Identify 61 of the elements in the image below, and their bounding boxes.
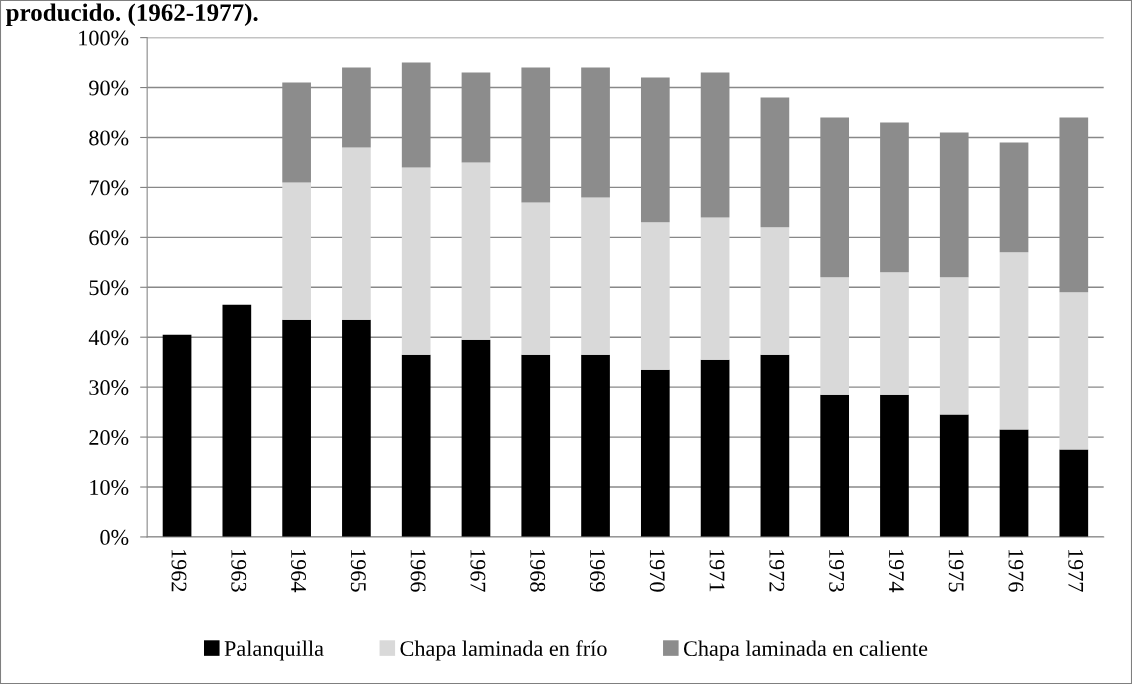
bar: [760, 227, 790, 355]
x-tick-label: 1977: [1068, 550, 1084, 592]
bar: [342, 147, 371, 320]
bar: [1059, 292, 1089, 450]
bar: [820, 394, 850, 537]
bar: [401, 167, 431, 355]
x-tick-label: 1967: [470, 550, 486, 592]
bar: [581, 354, 610, 537]
x-tick-label: 1975: [948, 550, 964, 592]
bar: [820, 277, 850, 395]
x-tick-label: 1976: [1008, 550, 1024, 592]
bar: [461, 162, 491, 340]
bar: [461, 339, 491, 537]
bar: [1059, 449, 1089, 537]
x-tick-label: 1973: [829, 550, 845, 592]
bar: [282, 182, 311, 320]
y-tick-label: 60%: [89, 230, 129, 246]
y-tick-label: 90%: [89, 80, 129, 96]
bar: [521, 354, 551, 537]
x-tick-label: 1969: [589, 550, 605, 592]
y-tick-label: 80%: [89, 130, 129, 146]
x-tick-label: 1963: [231, 550, 247, 592]
bar: [760, 354, 790, 537]
bar: [342, 319, 371, 537]
y-tick-label: 40%: [88, 330, 129, 346]
bar: [880, 272, 909, 395]
x-tick-label: 1972: [769, 550, 785, 592]
y-tick-label: 20%: [89, 430, 129, 446]
x-tick-label: 1964: [291, 550, 306, 593]
bar: [640, 222, 670, 370]
x-tick-label: 1965: [350, 550, 366, 592]
x-tick-label: 1971: [709, 550, 725, 592]
x-tick-label: 1970: [649, 550, 665, 592]
bar: [521, 202, 551, 355]
bar: [939, 277, 969, 415]
y-tick-label: 30%: [89, 380, 129, 396]
x-tick-label: 1962: [171, 550, 187, 592]
bar: [880, 394, 909, 537]
bar: [162, 334, 192, 537]
bar: [999, 252, 1029, 430]
bar: [999, 429, 1029, 537]
legend-label: Chapa laminada en frío: [400, 640, 607, 661]
bar: [640, 369, 670, 537]
bar: [222, 304, 252, 537]
legend-label: Palanquilla: [224, 640, 324, 661]
y-tick-label: 10%: [90, 479, 129, 496]
bar: [282, 319, 311, 537]
x-tick-label: 1968: [530, 550, 546, 592]
y-tick-label: 100%: [79, 30, 129, 46]
x-tick-label: 1966: [410, 550, 426, 592]
chart-title: producido. (1962-1977).: [5, 3, 258, 27]
y-tick-label: 0%: [100, 529, 129, 545]
y-tick-label: 70%: [89, 180, 129, 196]
bar: [700, 359, 730, 537]
x-tick-label: 1974: [888, 550, 904, 593]
bar: [401, 354, 431, 537]
bar: [939, 414, 969, 537]
bar: [700, 217, 730, 360]
bar: [581, 197, 610, 355]
legend-label: Chapa laminada en caliente: [683, 640, 928, 661]
y-tick-label: 50%: [89, 280, 129, 296]
